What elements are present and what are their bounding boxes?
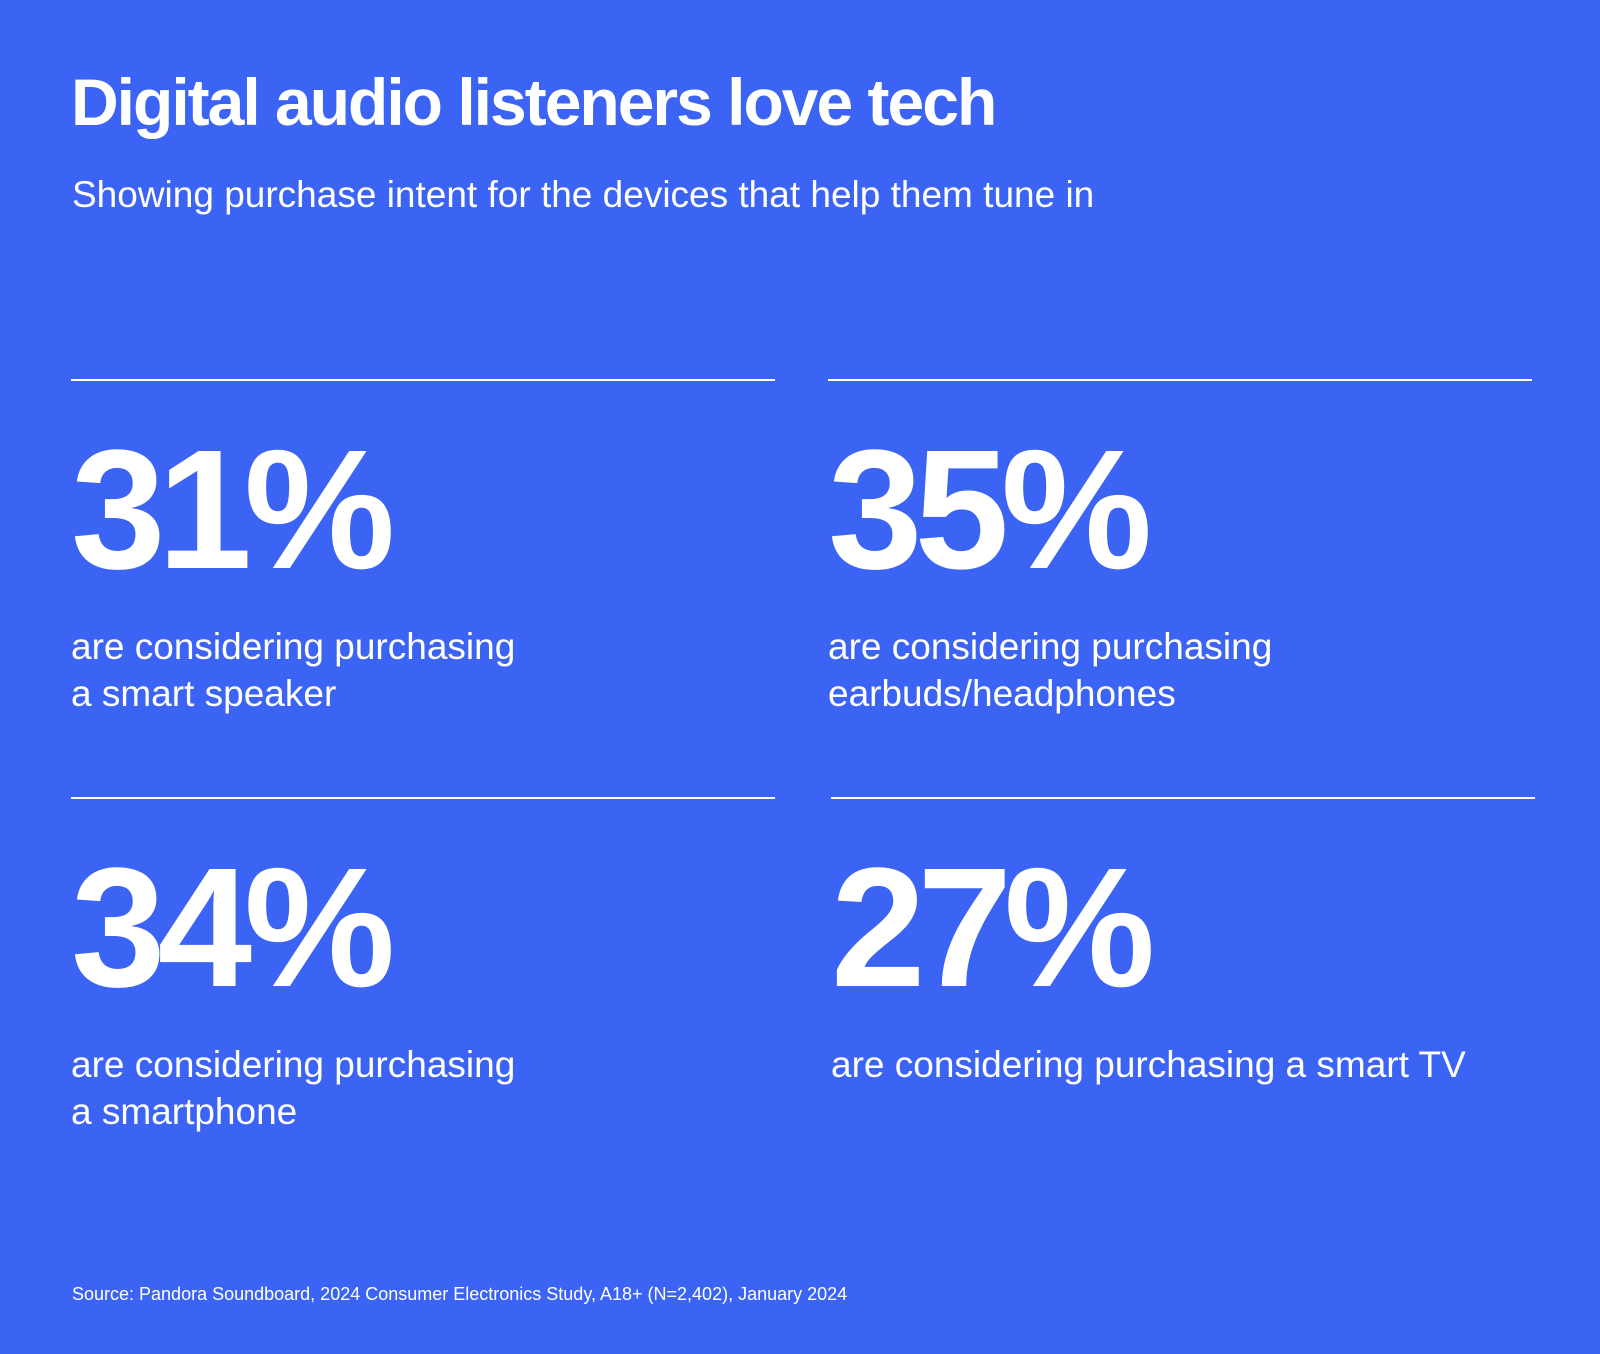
page-subtitle: Showing purchase intent for the devices … — [72, 174, 1095, 215]
stat-value: 27% — [831, 833, 1155, 1023]
divider — [71, 379, 775, 381]
stat-value: 31% — [71, 415, 395, 605]
stat-description: are considering purchasing a smart TV — [831, 1044, 1466, 1085]
stat-card-earbuds-headphones: 35% are considering purchasing earbuds/h… — [828, 379, 1532, 717]
divider — [828, 379, 1532, 381]
stat-card-smart-tv: 27% are considering purchasing a smart T… — [831, 797, 1535, 1088]
stat-card-smartphone: 34% are considering purchasing a smartph… — [71, 797, 775, 1135]
stat-value: 34% — [71, 833, 395, 1023]
stat-description: are considering purchasing a smartphone — [71, 1044, 516, 1132]
stat-card-smart-speaker: 31% are considering purchasing a smart s… — [71, 379, 775, 717]
source-note: Source: Pandora Soundboard, 2024 Consume… — [72, 1284, 848, 1304]
stat-description: are considering purchasing a smart speak… — [71, 626, 516, 714]
stat-value: 35% — [828, 415, 1152, 605]
stat-description: are considering purchasing earbuds/headp… — [828, 626, 1273, 714]
page-title: Digital audio listeners love tech — [71, 65, 997, 139]
divider — [71, 797, 775, 799]
divider — [831, 797, 1535, 799]
